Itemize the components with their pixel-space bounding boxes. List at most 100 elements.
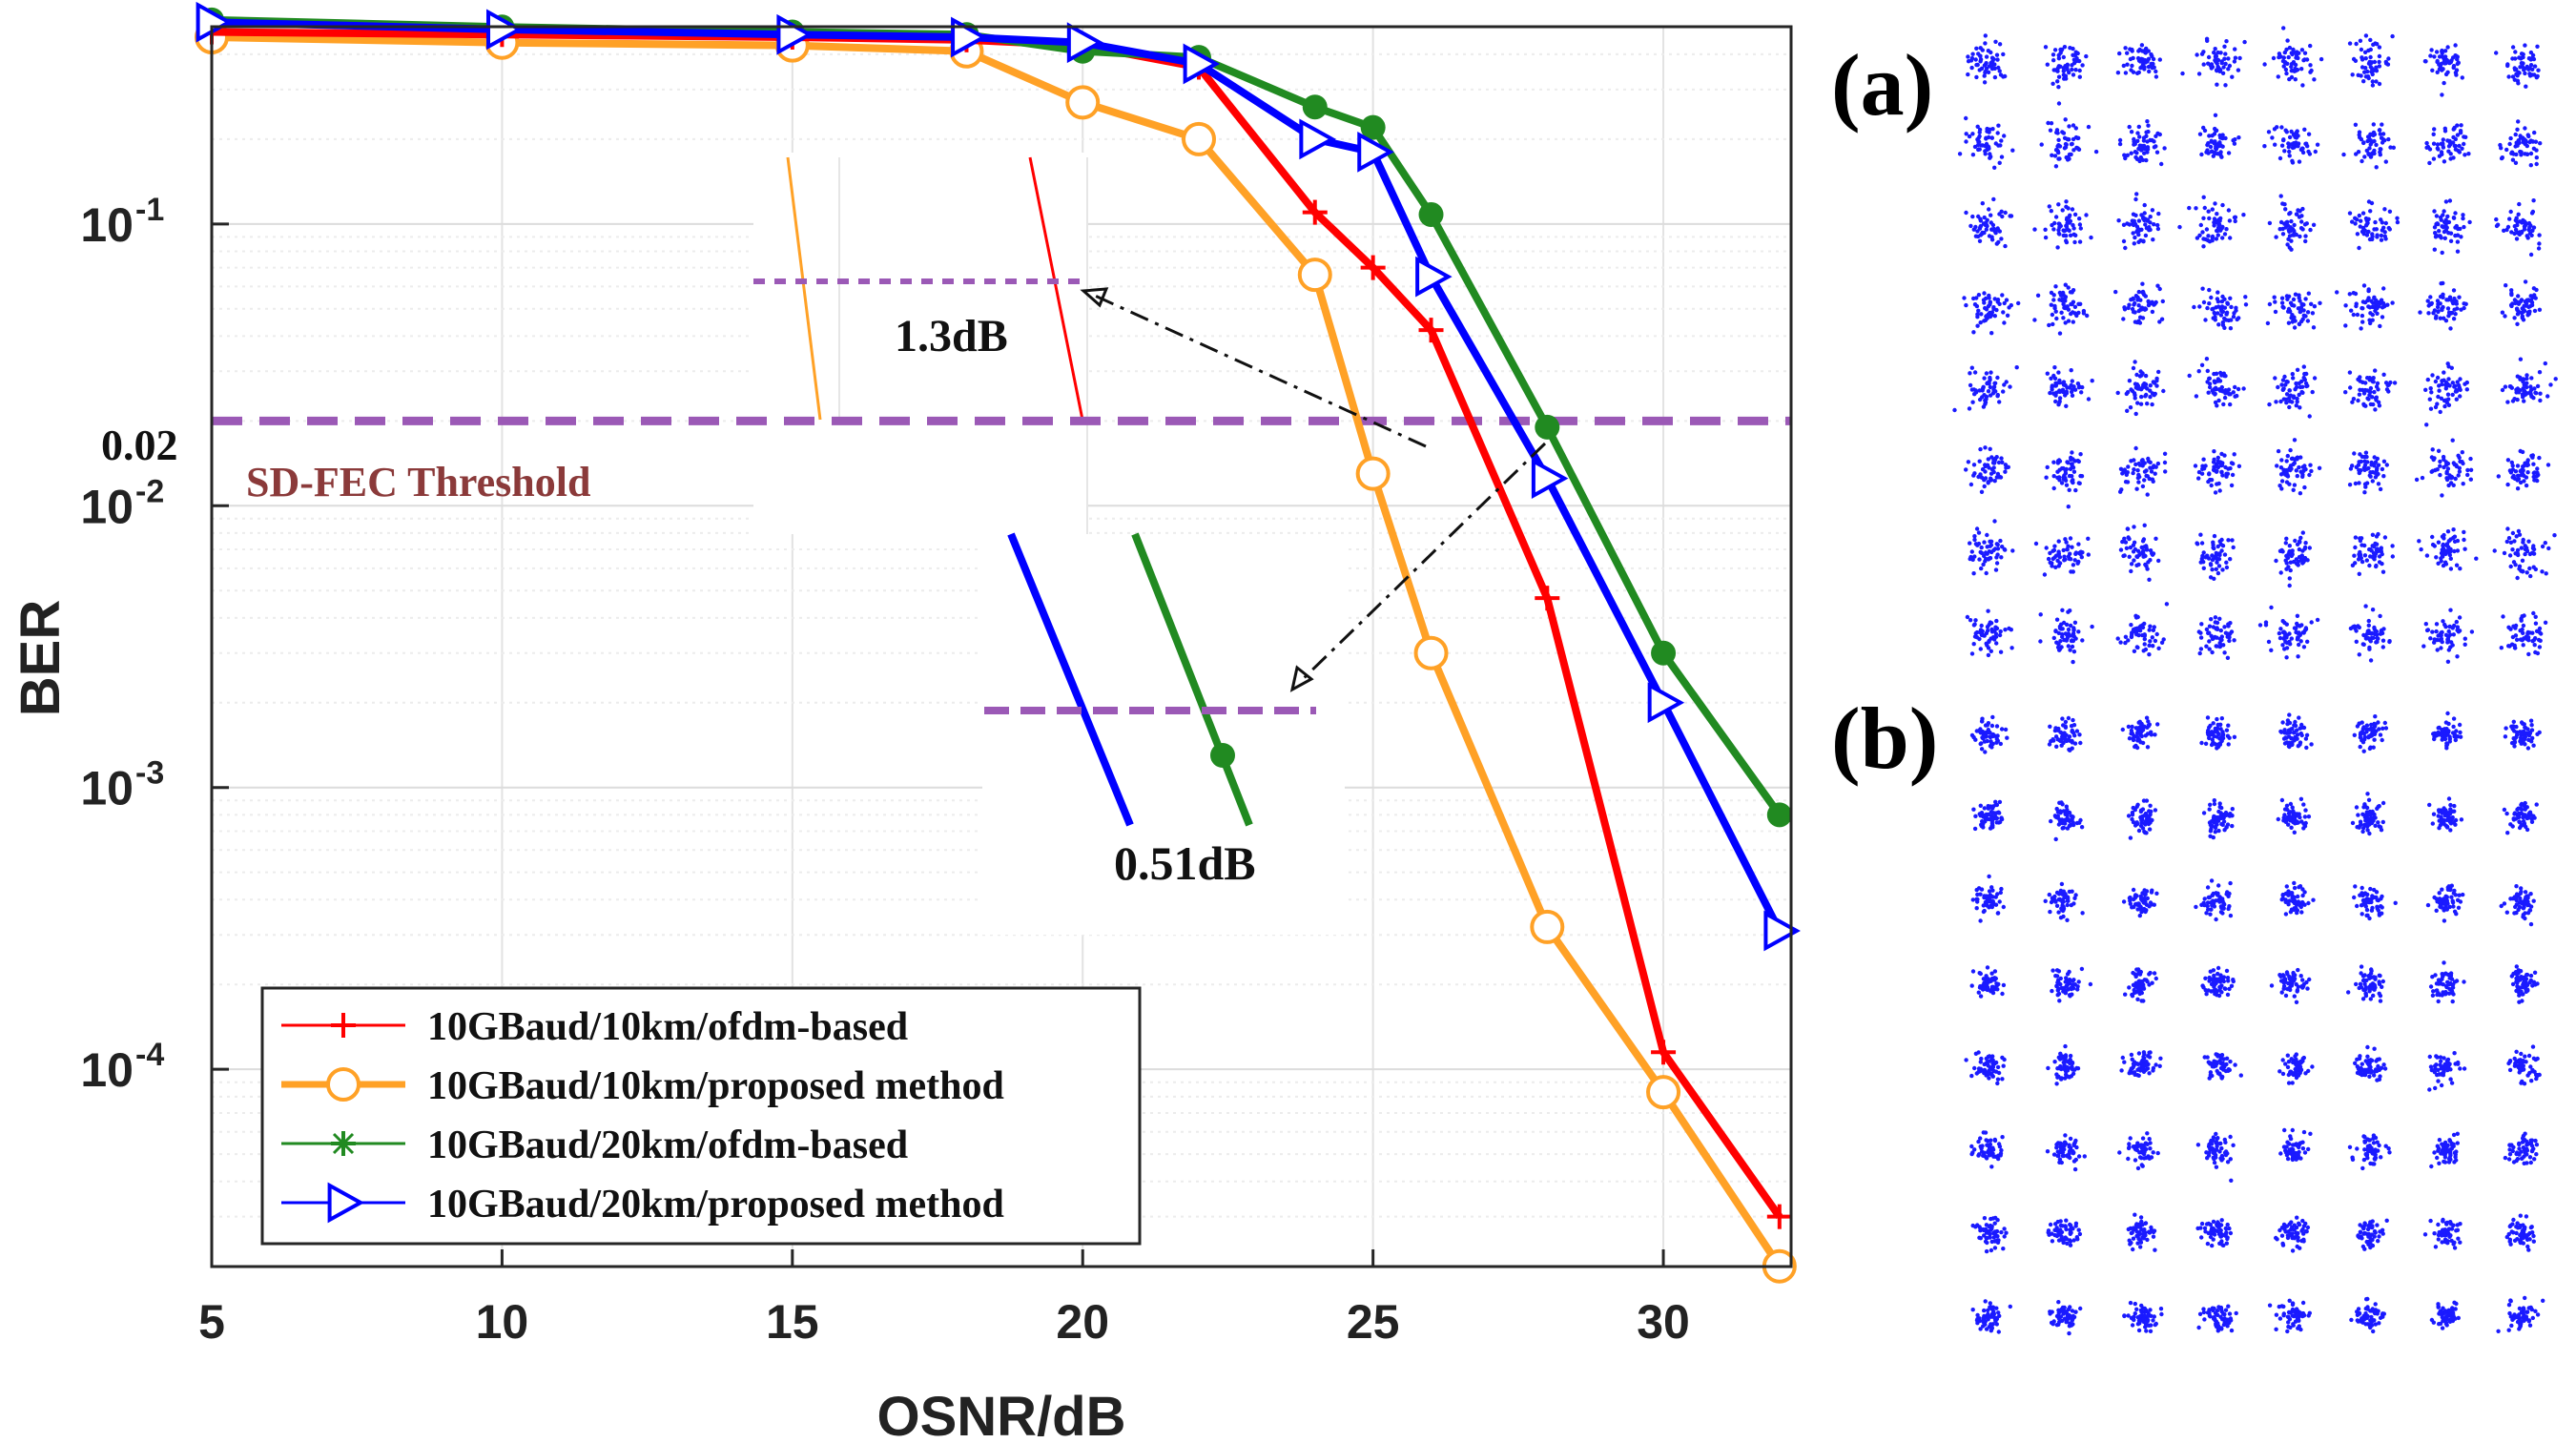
constellation-point: [2148, 803, 2153, 808]
constellation-point: [1994, 618, 1999, 624]
constellation-point: [2131, 549, 2136, 554]
constellation-point: [2287, 712, 2292, 717]
constellation-point: [2072, 239, 2077, 245]
constellation-point: [2519, 298, 2524, 302]
series-3-point-5: [1183, 43, 1221, 85]
constellation-point: [2298, 491, 2303, 496]
constellation-point: [1982, 230, 1987, 236]
constellation-point: [2063, 725, 2069, 730]
constellation-point: [2068, 551, 2072, 556]
constellation-point: [2064, 199, 2069, 204]
constellation-point: [2231, 390, 2236, 395]
constellation-point: [2145, 386, 2150, 391]
constellation-point: [1994, 736, 1999, 742]
constellation-point: [2525, 470, 2530, 475]
constellation-point: [2523, 916, 2527, 921]
constellation-point: [2284, 392, 2290, 397]
constellation-point: [2273, 299, 2277, 304]
constellation-point: [2308, 463, 2313, 467]
constellation-point: [2061, 732, 2067, 736]
constellation-point: [2070, 889, 2074, 894]
constellation-point: [2054, 903, 2060, 908]
constellation-point: [2453, 893, 2458, 897]
constellation-point: [2351, 397, 2357, 402]
constellation-point: [2516, 294, 2521, 299]
constellation-point: [2273, 142, 2277, 147]
constellation-point: [2442, 159, 2447, 164]
constellation-point: [2299, 67, 2304, 72]
constellation-point: [2297, 642, 2301, 648]
constellation-point: [2527, 231, 2533, 236]
constellation-point: [2522, 722, 2526, 727]
constellation-point: [2373, 714, 2378, 719]
constellation-point: [2458, 131, 2463, 135]
constellation-point: [2538, 638, 2543, 643]
constellation-point: [2448, 537, 2453, 542]
constellation-point: [1989, 237, 1995, 242]
constellation-point: [2064, 483, 2070, 487]
constellation-point: [2530, 228, 2535, 233]
constellation-point: [2528, 151, 2534, 156]
constellation-point: [2215, 635, 2219, 640]
constellation-point: [2513, 469, 2519, 474]
constellation-point: [1988, 544, 1992, 548]
constellation-point: [2142, 642, 2147, 647]
constellation-point: [2131, 470, 2135, 476]
constellation-point: [2115, 71, 2121, 75]
constellation-point: [2090, 624, 2094, 629]
constellation-point: [2364, 631, 2370, 636]
constellation-point: [2537, 370, 2543, 375]
constellation-point: [1987, 234, 1992, 238]
constellation-point: [2360, 902, 2365, 907]
constellation-point: [2283, 382, 2288, 387]
constellation-point: [2243, 295, 2248, 299]
constellation-point: [2437, 383, 2442, 388]
constellation-point: [2442, 464, 2446, 470]
constellation-point: [2372, 887, 2377, 893]
constellation-point: [2125, 51, 2130, 55]
constellation-point: [2512, 811, 2518, 815]
constellation-point: [2464, 387, 2469, 392]
constellation-point: [2064, 204, 2069, 209]
constellation-point: [2139, 817, 2144, 823]
constellation-point: [1980, 48, 1985, 52]
constellation-point: [2220, 544, 2226, 548]
constellation-point: [2065, 902, 2070, 908]
constellation-point: [2452, 534, 2458, 539]
constellation-point: [2016, 300, 2021, 306]
constellation-point: [2213, 47, 2217, 52]
constellation-point: [2230, 823, 2235, 829]
constellation-point: [2430, 447, 2435, 452]
constellation-point: [2063, 719, 2069, 725]
constellation-point: [1995, 298, 2001, 302]
constellation-point: [2201, 299, 2207, 305]
constellation-point: [2071, 628, 2076, 632]
constellation-point: [2287, 399, 2293, 403]
constellation-point: [2309, 468, 2314, 474]
constellation-point: [2295, 473, 2299, 479]
constellation-point: [2080, 63, 2085, 68]
constellation-point: [2372, 148, 2377, 154]
constellation-point: [1993, 39, 1998, 44]
constellation-point: [2370, 608, 2376, 612]
constellation-point: [2056, 910, 2061, 915]
constellation-point: [2444, 477, 2450, 483]
constellation-point: [2057, 475, 2062, 480]
constellation-point: [2546, 546, 2551, 551]
constellation-point: [1978, 803, 1983, 808]
constellation-point: [2065, 898, 2071, 903]
constellation-point: [2070, 301, 2074, 307]
constellation-point: [2150, 309, 2155, 315]
constellation-point: [1989, 621, 1994, 626]
constellation-point: [2154, 150, 2160, 155]
constellation-point: [2063, 382, 2068, 388]
constellation-point: [2365, 396, 2370, 401]
constellation-point: [2065, 63, 2070, 68]
constellation-point: [2078, 452, 2083, 457]
constellation-point: [2283, 541, 2288, 546]
constellation-point: [2056, 85, 2061, 90]
constellation-point: [2514, 637, 2520, 642]
constellation-point: [2377, 45, 2382, 50]
constellation-point: [1969, 365, 1974, 370]
constellation-point: [2267, 402, 2272, 407]
